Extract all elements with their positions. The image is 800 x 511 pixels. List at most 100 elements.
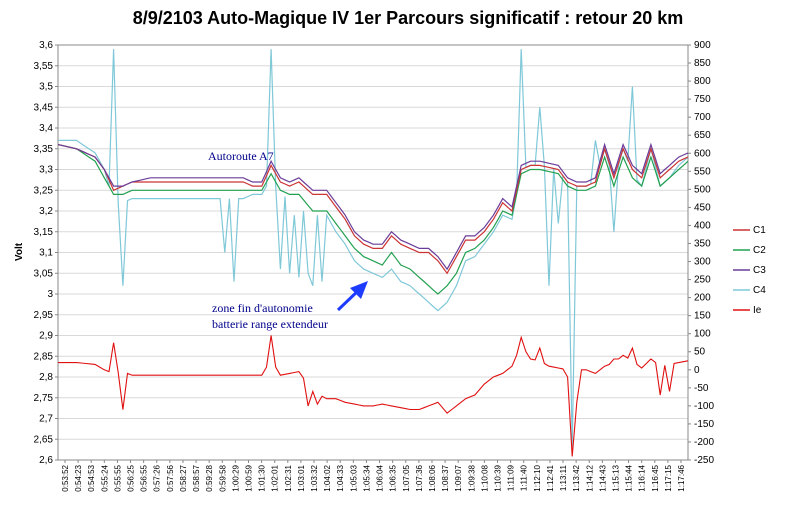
left-tick-label: 2,8	[39, 372, 53, 383]
chart-title: 8/9/2103 Auto-Magique IV 1er Parcours si…	[133, 8, 684, 28]
x-tick-label: 0:55:24	[100, 464, 109, 491]
left-tick-label: 2,65	[34, 434, 54, 445]
right-tick-label: 850	[694, 58, 711, 69]
x-tick-label: 1:08:06	[428, 464, 437, 491]
x-tick-label: 1:15:44	[625, 464, 634, 491]
x-tick-label: 1:03:01	[297, 464, 306, 491]
x-tick-label: 0:55:55	[113, 464, 122, 491]
x-tick-label: 1:12:41	[546, 464, 555, 491]
x-tick-label: 1:13:42	[572, 464, 581, 491]
left-tick-label: 2,6	[39, 455, 53, 466]
x-axis-ticks: 0:53:52 0:54:23 0:54:53 0:55:24 0:55:55 0:56:…	[61, 460, 686, 492]
x-tick-label: 1:06:04	[376, 464, 385, 491]
legend: C1 C2 C3 C4 Ie	[733, 225, 766, 316]
x-tick-label: 1:01:30	[258, 464, 267, 491]
x-tick-label: 1:14:43	[598, 464, 607, 491]
right-tick-label: 800	[694, 76, 711, 87]
x-tick-label: 1:13:11	[559, 464, 568, 491]
right-tick-label: -100	[694, 401, 714, 412]
right-tick-label: 450	[694, 202, 711, 213]
right-tick-label: 150	[694, 311, 711, 322]
x-tick-label: 1:02:31	[284, 464, 293, 491]
x-tick-label: 1:05:03	[349, 464, 358, 491]
x-tick-label: 0:59:28	[205, 464, 214, 491]
x-tick-label: 0:54:53	[87, 464, 96, 491]
x-tick-label: 1:00:59	[244, 464, 253, 491]
series-line-ie	[58, 335, 689, 457]
left-axis-ticks: 3,6 3,55 3,5 3,45 3,4 3,35 3,3 3,25 3,2 3,15 3,1 3,…	[34, 40, 58, 466]
x-tick-label: 1:09:38	[467, 464, 476, 491]
x-tick-label: 1:07:05	[402, 464, 411, 491]
x-tick-label: 1:07:36	[415, 464, 424, 491]
left-tick-label: 2,9	[39, 331, 53, 342]
left-tick-label: 3,5	[39, 82, 53, 93]
right-tick-label: 400	[694, 220, 711, 231]
x-tick-label: 1:00:29	[231, 464, 240, 491]
right-tick-label: 750	[694, 94, 711, 105]
x-tick-label: 1:17:15	[664, 464, 673, 491]
x-tick-label: 1:04:02	[323, 464, 332, 491]
legend-label-ie: Ie	[753, 305, 762, 316]
right-tick-label: 900	[694, 40, 711, 51]
left-tick-label: 2,95	[34, 310, 54, 321]
x-tick-label: 1:12:10	[533, 464, 542, 491]
right-tick-label: 500	[694, 184, 711, 195]
right-tick-label: 250	[694, 275, 711, 286]
right-tick-label: 0	[694, 365, 700, 376]
x-tick-label: 0:57:26	[153, 464, 162, 491]
right-tick-label: -250	[694, 455, 714, 466]
x-tick-label: 0:58:27	[179, 464, 188, 491]
x-tick-label: 1:05:34	[362, 464, 371, 491]
left-tick-label: 3,2	[39, 206, 53, 217]
right-tick-label: 300	[694, 257, 711, 268]
left-tick-label: 3,05	[34, 268, 54, 279]
x-tick-label: 0:57:56	[166, 464, 175, 491]
left-tick-label: 3,3	[39, 165, 53, 176]
x-tick-label: 1:15:13	[611, 464, 620, 491]
left-tick-label: 2,85	[34, 351, 54, 362]
left-tick-label: 3,55	[34, 61, 54, 72]
annotation-zone-line1: zone fin d'autonomie	[212, 301, 313, 315]
right-tick-label: 600	[694, 148, 711, 159]
annotation-arrow	[336, 281, 368, 312]
x-tick-label: 1:06:35	[389, 464, 398, 491]
right-axis-ticks: 9008508007507006506005505004504003503002…	[688, 40, 714, 466]
left-tick-label: 3,6	[39, 40, 53, 51]
x-tick-label: 1:09:07	[454, 464, 463, 491]
x-tick-label: 0:58:57	[192, 464, 201, 491]
x-tick-label: 0:54:23	[74, 464, 83, 491]
series-line-c2	[57, 144, 689, 295]
right-tick-label: -200	[694, 437, 714, 448]
right-tick-label: 50	[694, 347, 706, 358]
annotation-autoroute: Autoroute A7	[208, 149, 274, 163]
left-tick-label: 3,35	[34, 144, 54, 155]
x-tick-label: 1:11:40	[520, 464, 529, 491]
legend-label-c3: C3	[753, 265, 766, 276]
x-tick-label: 0:53:52	[61, 464, 70, 491]
x-tick-label: 1:11:09	[507, 464, 516, 491]
y-axis-label: Volt	[14, 242, 25, 261]
x-tick-label: 1:10:08	[480, 464, 489, 491]
x-tick-label: 1:03:32	[310, 464, 319, 491]
left-tick-label: 3,15	[34, 227, 54, 238]
x-tick-label: 1:04:33	[336, 464, 345, 491]
x-tick-label: 1:16:45	[651, 464, 660, 491]
series-group	[57, 49, 689, 457]
left-tick-label: 2,7	[39, 414, 53, 425]
left-tick-label: 2,75	[34, 393, 54, 404]
x-tick-label: 1:17:46	[677, 464, 686, 491]
left-tick-label: 3,1	[39, 248, 53, 259]
legend-label-c1: C1	[753, 225, 766, 236]
left-tick-label: 3,4	[39, 123, 53, 134]
left-tick-label: 3,25	[34, 185, 54, 196]
legend-label-c4: C4	[753, 285, 766, 296]
left-tick-label: 3	[47, 289, 53, 300]
x-tick-label: 1:02:01	[271, 464, 280, 491]
x-tick-label: 1:10:39	[494, 464, 503, 491]
left-tick-label: 3,45	[34, 102, 54, 113]
x-tick-label: 1:08:37	[441, 464, 450, 491]
grid	[58, 44, 688, 461]
x-tick-label: 0:56:55	[140, 464, 149, 491]
